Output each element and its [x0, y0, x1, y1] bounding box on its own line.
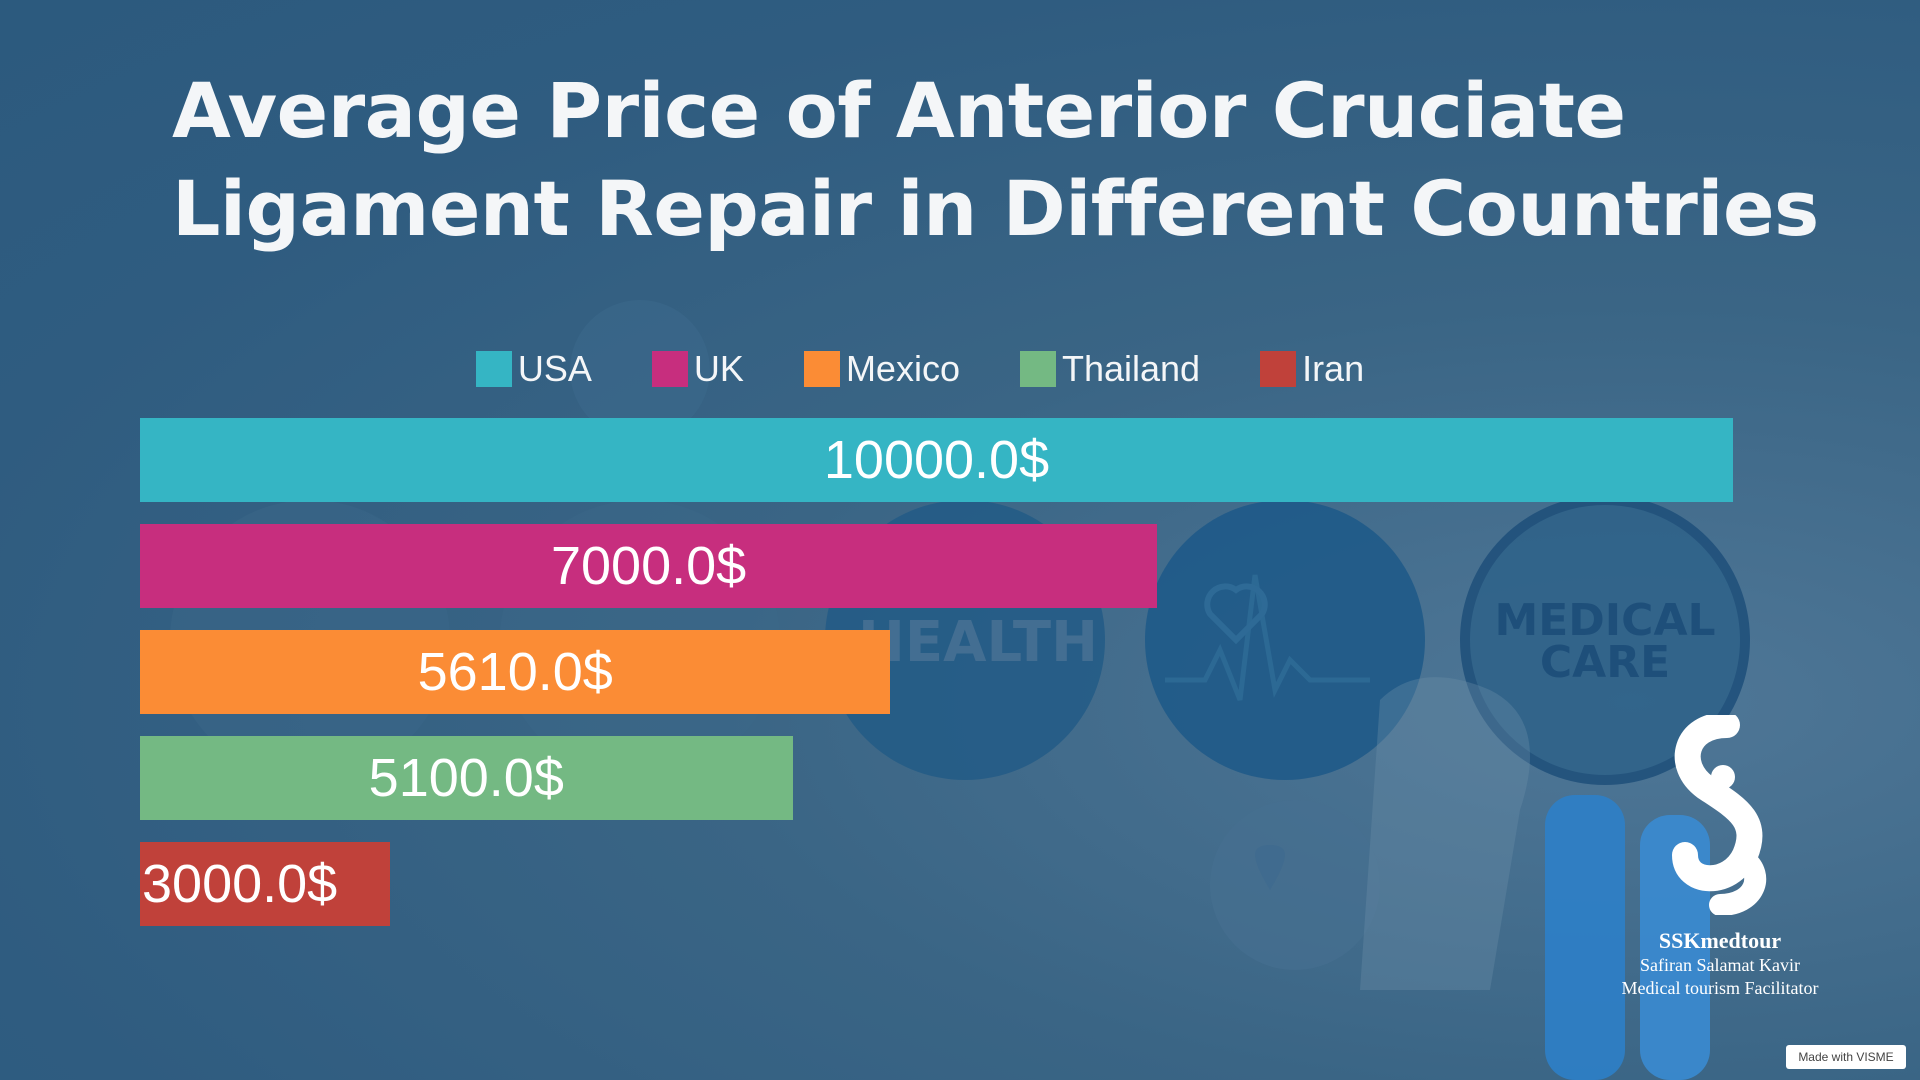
bar-value-label: 5610.0$: [417, 642, 613, 702]
legend-swatch: [651, 351, 688, 387]
bar-value-label: 10000.0$: [823, 430, 1050, 490]
legend-label: Thailand: [1061, 348, 1201, 389]
made-with-visme-badge[interactable]: Made with VISME: [1786, 1045, 1906, 1069]
brand-logo-icon: [1672, 712, 1767, 916]
legend-swatch: [803, 351, 840, 387]
legend-label: USA: [517, 348, 592, 389]
bar-iran: [140, 842, 390, 926]
legend-label: UK: [693, 348, 744, 389]
bar-uk: [140, 524, 1158, 608]
legend-swatch: [1019, 351, 1056, 387]
legend-label: Iran: [1302, 348, 1365, 389]
bar-value-label: 3000.0$: [142, 854, 338, 914]
chart-title: Average Price of Anterior Cruciate Ligam…: [172, 66, 1819, 253]
legend-item-iran: Iran: [1260, 348, 1364, 390]
bar-usa: [140, 418, 1733, 502]
brand-tagline: Medical tourism Facilitator: [1621, 978, 1819, 998]
legend-item-usa: USA: [475, 348, 592, 390]
legend-item-uk: UK: [651, 348, 744, 390]
legend-label: Mexico: [845, 348, 960, 389]
bar-value-label: 5100.0$: [368, 748, 564, 808]
legend-swatch: [475, 351, 512, 387]
bar-mexico: [140, 630, 891, 714]
brand-block: SSKmedtour Safiran Salamat Kavir Medical…: [1585, 712, 1855, 1000]
legend-swatch: [1260, 351, 1297, 387]
brand-name: SSKmedtour: [1658, 928, 1782, 953]
bar-thailand: [140, 736, 793, 820]
legend-item-mexico: Mexico: [803, 348, 960, 390]
legend-item-thailand: Thailand: [1019, 348, 1201, 390]
bar-value-label: 7000.0$: [550, 536, 747, 596]
brand-company: Safiran Salamat Kavir: [1640, 955, 1800, 975]
chart-legend: USA UK Mexico Thailand Iran: [0, 344, 1840, 394]
